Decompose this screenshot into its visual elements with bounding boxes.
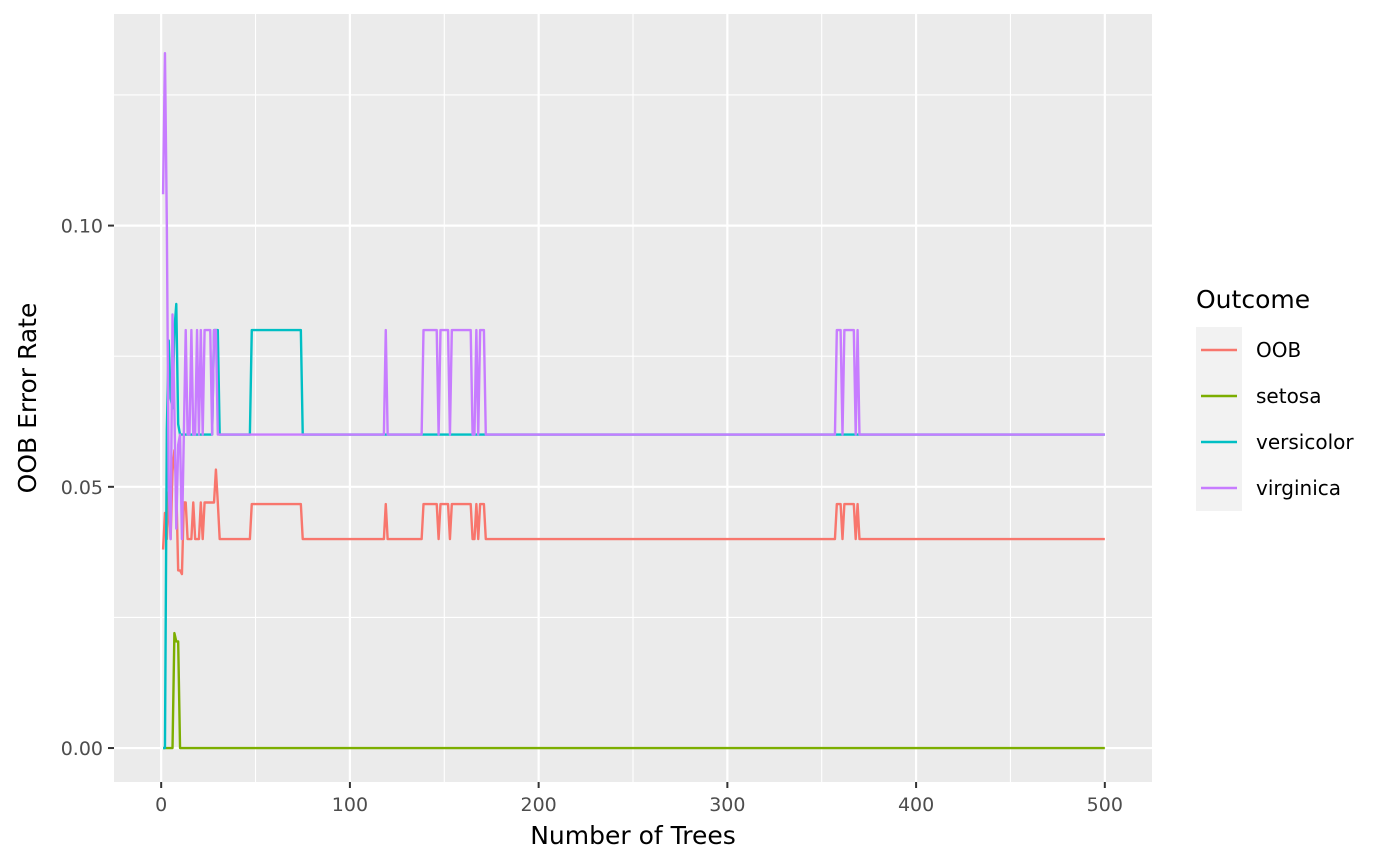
y-tick-label: 0.05 [61,477,103,499]
x-tick-label: 500 [1087,794,1123,816]
y-axis-title: OOB Error Rate [13,303,42,494]
legend-label-versicolor: versicolor [1256,430,1354,454]
x-tick-label: 100 [332,794,368,816]
x-tick-label: 0 [155,794,167,816]
legend-item-virginica: virginica [1201,476,1341,500]
legend-label-virginica: virginica [1256,476,1341,500]
series-lines [161,51,1105,750]
legend-label-setosa: setosa [1256,384,1321,408]
x-axis: 0 100 200 300 400 500 [155,782,1123,816]
legend-title: Outcome [1196,285,1310,314]
series-line-virginica [161,51,1105,541]
series-line-setosa [163,631,1105,750]
x-axis-title: Number of Trees [530,821,736,850]
legend-item-versicolor: versicolor [1201,430,1354,454]
legend-key-background [1196,327,1242,511]
legend-items: OOB setosa versicolor virginica [1201,338,1354,500]
legend-item-setosa: setosa [1201,384,1321,408]
series-line-versicolor [163,302,1105,750]
x-tick-label: 400 [898,794,934,816]
y-tick-label: 0.00 [61,738,103,760]
y-tick-label: 0.10 [61,216,103,238]
legend: Outcome OOB setosa versicolor virginica [1196,285,1354,511]
x-tick-label: 200 [521,794,557,816]
y-axis: 0.00 0.05 0.10 [61,216,114,760]
x-tick-label: 300 [709,794,745,816]
legend-item-OOB: OOB [1201,338,1301,362]
minor-gridlines [114,14,1152,782]
legend-label-OOB: OOB [1256,338,1301,362]
